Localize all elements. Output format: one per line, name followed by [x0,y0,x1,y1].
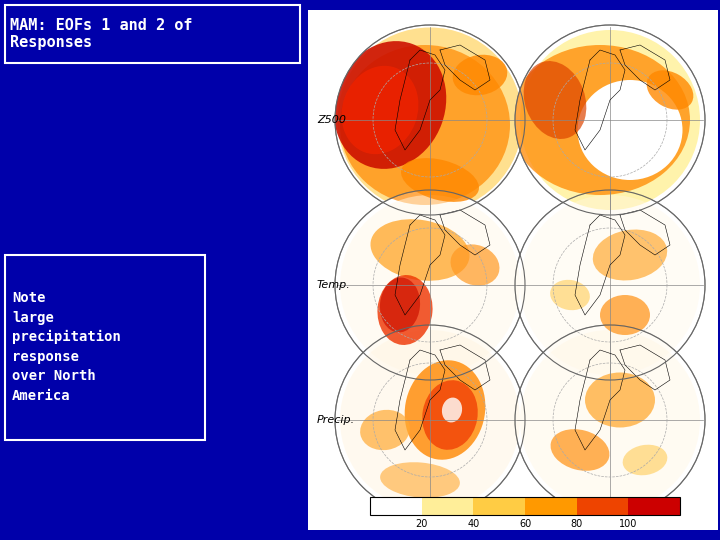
Ellipse shape [600,295,650,335]
Ellipse shape [340,45,510,205]
Text: 20: 20 [415,519,428,529]
Circle shape [515,190,705,380]
Ellipse shape [585,373,655,428]
Ellipse shape [422,380,478,450]
Ellipse shape [510,45,690,195]
Ellipse shape [401,158,479,202]
Text: Note
large
precipitation
response
over North
America: Note large precipitation response over N… [12,291,121,403]
Circle shape [520,330,700,510]
Bar [308,10,718,530]
Ellipse shape [338,28,523,213]
Ellipse shape [360,410,410,450]
Ellipse shape [647,70,693,110]
Text: MAM: EOFs 1 and 2 of
Responses: MAM: EOFs 1 and 2 of Responses [10,18,192,50]
Text: 100: 100 [619,519,637,529]
Circle shape [515,25,705,215]
Ellipse shape [377,275,433,345]
Bar [629,497,680,515]
Ellipse shape [593,230,667,280]
Ellipse shape [550,280,590,310]
Bar [5,255,205,440]
Circle shape [335,25,525,215]
Text: 40: 40 [467,519,480,529]
Bar [473,497,525,515]
Ellipse shape [334,41,446,169]
Text: Precip.: Precip. [317,415,355,425]
Circle shape [335,325,525,515]
Ellipse shape [341,66,418,154]
Circle shape [340,195,520,375]
Bar [370,497,422,515]
Ellipse shape [623,445,667,475]
Text: 60: 60 [519,519,531,529]
Ellipse shape [551,429,609,471]
Bar [5,5,300,63]
Ellipse shape [451,245,500,286]
Bar [577,497,629,515]
Circle shape [515,325,705,515]
Bar [525,497,577,515]
Bar [422,497,473,515]
Ellipse shape [453,55,508,95]
Text: 80: 80 [570,519,582,529]
Ellipse shape [380,278,420,333]
Ellipse shape [442,397,462,422]
Text: Z500: Z500 [317,115,346,125]
Circle shape [340,330,520,510]
Circle shape [520,30,700,210]
Circle shape [520,195,700,375]
Ellipse shape [405,360,485,460]
Ellipse shape [523,61,586,139]
Ellipse shape [577,80,683,180]
Ellipse shape [371,219,469,281]
Circle shape [335,190,525,380]
Bar [370,497,680,515]
Text: Temp.: Temp. [317,280,351,290]
Ellipse shape [380,462,460,498]
